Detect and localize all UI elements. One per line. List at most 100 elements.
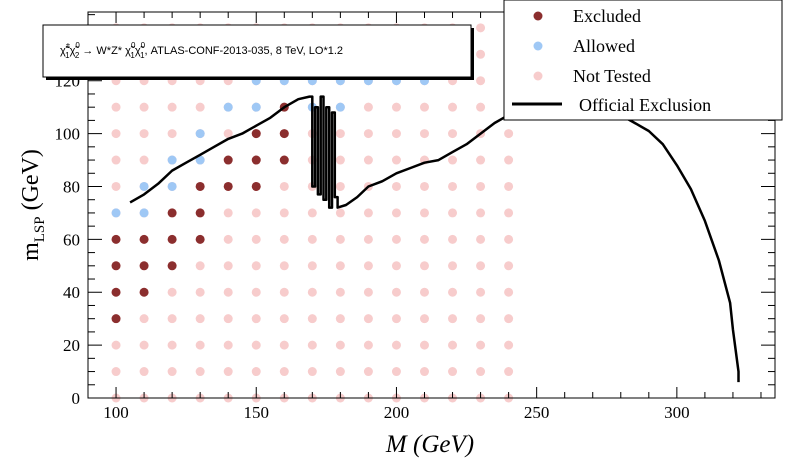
point-not-tested [391, 208, 401, 218]
annotation-mid: → W*Z* [79, 45, 125, 57]
point-not-tested [195, 261, 205, 271]
point-not-tested [195, 340, 205, 350]
point-not-tested [307, 261, 317, 271]
point-not-tested [391, 234, 401, 244]
y-axis-title-main: m [18, 242, 44, 261]
point-not-tested [476, 155, 486, 165]
point-not-tested [111, 340, 121, 350]
point-allowed [111, 208, 121, 218]
point-not-tested [307, 340, 317, 350]
point-not-tested [111, 129, 121, 139]
point-excluded [139, 234, 149, 244]
point-not-tested [363, 129, 373, 139]
point-excluded [139, 287, 149, 297]
point-not-tested [448, 287, 458, 297]
point-not-tested [419, 129, 429, 139]
point-not-tested [363, 287, 373, 297]
point-not-tested [223, 208, 233, 218]
annotation-sup-1: ± [66, 41, 71, 50]
point-not-tested [279, 261, 289, 271]
point-not-tested [279, 314, 289, 324]
point-not-tested [223, 367, 233, 377]
point-excluded [251, 181, 261, 191]
point-not-tested [335, 234, 345, 244]
point-not-tested [307, 314, 317, 324]
point-not-tested [448, 234, 458, 244]
point-not-tested [223, 234, 233, 244]
point-excluded [223, 155, 233, 165]
point-not-tested [335, 261, 345, 271]
annotation-chi-4: χ̃ [135, 45, 145, 57]
point-not-tested [476, 234, 486, 244]
point-not-tested [251, 234, 261, 244]
process-annotation: χ̃± 1χ̃0 2 → W*Z* χ̃0 1χ̃0 1, ATLAS-CONF-201… [42, 24, 474, 80]
point-not-tested [139, 155, 149, 165]
point-excluded [167, 208, 177, 218]
legend-marker-allowed [533, 41, 543, 51]
point-excluded [167, 234, 177, 244]
point-not-tested [363, 261, 373, 271]
point-not-tested [476, 287, 486, 297]
point-not-tested [223, 287, 233, 297]
plot-frame [87, 11, 776, 399]
point-not-tested [363, 234, 373, 244]
point-not-tested [504, 208, 514, 218]
point-not-tested [419, 340, 429, 350]
point-excluded [251, 155, 261, 165]
point-not-tested [391, 261, 401, 271]
point-excluded [195, 234, 205, 244]
point-allowed [335, 102, 345, 112]
legend: Excluded Allowed Not Tested Official Exc… [503, 0, 783, 121]
point-not-tested [363, 340, 373, 350]
point-not-tested [139, 314, 149, 324]
point-not-tested [335, 208, 345, 218]
point-not-tested [419, 367, 429, 377]
annotation-sup-4: 0 [141, 41, 146, 50]
point-not-tested [504, 261, 514, 271]
point-excluded [167, 261, 177, 271]
point-excluded [251, 129, 261, 139]
point-excluded [195, 181, 205, 191]
point-not-tested [279, 367, 289, 377]
annotation-sup-2: 0 [75, 41, 80, 50]
x-axis-title: M (GeV) [385, 431, 474, 458]
point-not-tested [195, 287, 205, 297]
point-allowed [167, 181, 177, 191]
point-not-tested [167, 367, 177, 377]
point-not-tested [251, 340, 261, 350]
point-excluded [111, 314, 121, 324]
point-not-tested [504, 287, 514, 297]
point-not-tested [391, 287, 401, 297]
x-tick-label: 300 [664, 403, 690, 422]
legend-marker-excluded [533, 11, 543, 21]
point-not-tested [476, 314, 486, 324]
legend-label-allowed: Allowed [573, 36, 635, 56]
point-not-tested [167, 314, 177, 324]
annotation-tail: , ATLAS-CONF-2013-035, 8 TeV, LO*1.2 [145, 45, 344, 57]
point-excluded [111, 234, 121, 244]
point-excluded [279, 155, 289, 165]
point-not-tested [363, 155, 373, 165]
annotation-sub-2: 2 [75, 51, 80, 60]
point-not-tested [251, 314, 261, 324]
point-not-tested [223, 340, 233, 350]
point-not-tested [391, 367, 401, 377]
point-not-tested [504, 340, 514, 350]
point-not-tested [363, 314, 373, 324]
point-allowed [139, 181, 149, 191]
point-not-tested [279, 340, 289, 350]
point-not-tested [448, 261, 458, 271]
point-not-tested [363, 208, 373, 218]
point-not-tested [335, 314, 345, 324]
y-axis-title-sub: LSP [32, 216, 48, 242]
annotation-sub-4: 1 [140, 51, 145, 60]
point-not-tested [419, 261, 429, 271]
point-not-tested [223, 129, 233, 139]
annotation-sub-1: 1 [65, 51, 70, 60]
y-tick-label: 60 [63, 230, 80, 249]
point-excluded [111, 261, 121, 271]
point-not-tested [448, 181, 458, 191]
annotation-sup-3: 0 [131, 41, 136, 50]
point-not-tested [419, 102, 429, 112]
